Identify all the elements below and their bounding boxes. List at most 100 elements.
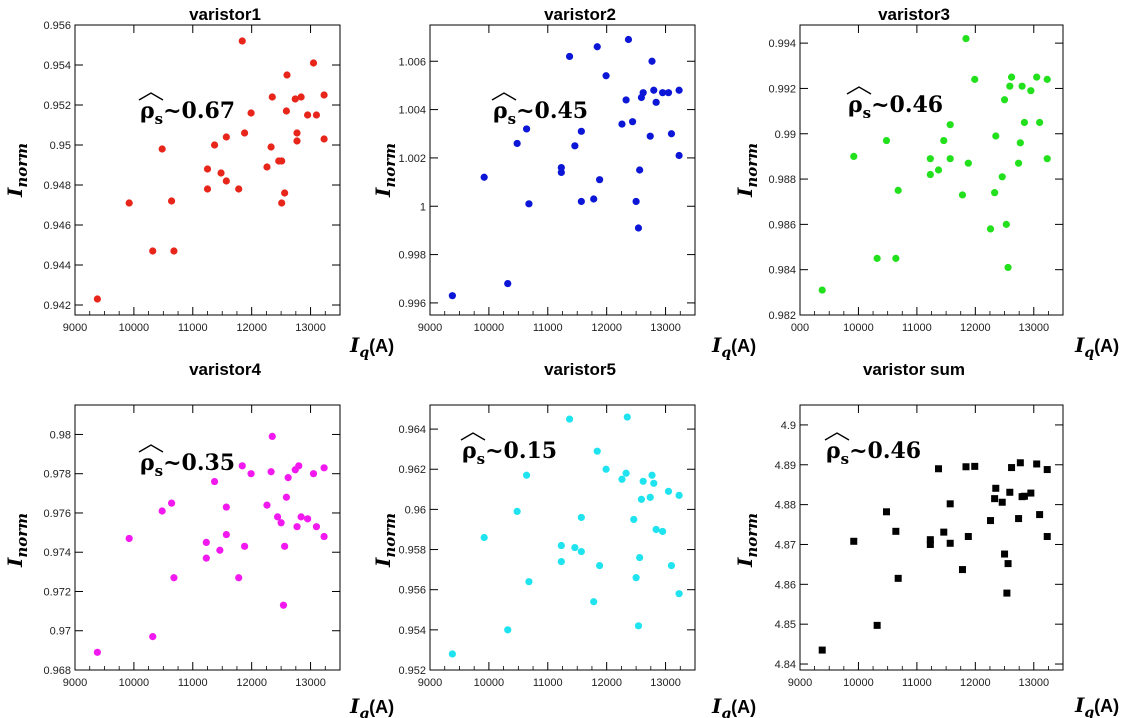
data-point: [618, 475, 626, 483]
y-tick-label: 4.87: [775, 539, 796, 551]
data-point: [504, 626, 512, 634]
data-point: [571, 543, 579, 552]
y-tick-label: 0.992: [768, 83, 796, 95]
data-point: [991, 189, 999, 197]
data-point: [241, 542, 249, 550]
panel-4: varistor4 0.968 0.97 0.972 0.974 0.976 0.978 0.…: [3, 360, 394, 718]
data-point: [557, 557, 565, 566]
data-point: [320, 91, 328, 99]
data-point: [650, 86, 658, 94]
data-point: [217, 169, 225, 177]
panel-1: varistor1 0.942 0.944 0.946 0.948 0.95 0.952 0.…: [3, 5, 394, 361]
data-point: [964, 533, 972, 541]
data-point: [247, 109, 255, 117]
data-point: [1006, 488, 1014, 496]
x-axis-label: Iq(A): [349, 694, 394, 718]
data-point: [281, 189, 289, 197]
y-tick-label: 0.962: [398, 464, 426, 476]
data-point: [278, 199, 286, 207]
data-point: [962, 463, 970, 471]
data-point: [630, 515, 638, 524]
data-point: [202, 554, 210, 562]
data-point: [278, 157, 286, 165]
data-point: [277, 519, 285, 527]
data-point: [618, 120, 626, 128]
plot-frame: [429, 404, 696, 671]
data-point: [622, 96, 630, 104]
data-point: [1002, 220, 1010, 228]
data-point: [958, 191, 967, 199]
y-tick-label: 4.86: [775, 579, 796, 591]
x-axis-label: Iq(A): [1074, 693, 1119, 718]
data-point: [222, 530, 230, 539]
data-point: [281, 542, 289, 550]
y-tick-label: 0.98: [50, 429, 71, 441]
x-tick-label: 11000: [533, 322, 563, 334]
data-point: [170, 247, 178, 255]
data-point: [926, 155, 934, 163]
data-point: [565, 52, 574, 61]
data-point: [648, 57, 656, 65]
data-point: [882, 136, 891, 145]
y-tick-label: 4.85: [775, 619, 796, 631]
y-tick-label: 0.974: [43, 547, 71, 559]
correlation-annotation: ρs~0.46: [826, 438, 921, 468]
data-point: [158, 145, 166, 153]
data-point: [624, 35, 633, 44]
y-tick-label: 1.006: [398, 56, 426, 68]
data-point: [1003, 589, 1011, 597]
panel-2: varistor2 0.996 0.998 1 1.002 1.004 1.006 9000 1…: [371, 5, 756, 361]
data-point: [504, 279, 512, 288]
y-tick-label: 4.88: [775, 500, 796, 512]
data-point: [202, 538, 210, 547]
data-point: [267, 468, 275, 476]
data-point: [513, 507, 521, 516]
data-point: [557, 541, 565, 550]
x-tick-label: 11000: [178, 677, 208, 689]
hat-accent: [460, 432, 486, 441]
y-tick-label: 0.984: [768, 265, 796, 277]
hat-accent: [846, 86, 872, 95]
data-point: [946, 155, 954, 163]
correlation-annotation: ρs~0.15: [462, 438, 557, 468]
data-point: [602, 72, 610, 80]
data-point: [926, 170, 934, 179]
data-point: [291, 95, 299, 103]
y-tick-label: 0.952: [43, 100, 71, 112]
data-point: [93, 648, 101, 656]
panel-title: varistor sum: [863, 360, 965, 379]
hat-accent: [491, 92, 517, 101]
data-point: [320, 135, 328, 143]
data-point: [1007, 73, 1016, 81]
y-tick-label: 0.994: [768, 38, 796, 50]
y-tick-label: 4.9: [781, 420, 796, 432]
data-point: [1043, 533, 1051, 541]
data-point: [873, 621, 881, 629]
x-axis-label: Iq(A): [711, 333, 756, 361]
y-tick-label: 0.954: [398, 625, 426, 637]
x-tick-label: 13000: [295, 677, 326, 689]
data-point: [652, 98, 660, 106]
panel-3: varistor3 0.982 0.984 0.986 0.988 0.99 0.992 0.…: [733, 5, 1119, 361]
x-tick-label: 13000: [1018, 322, 1049, 334]
x-tick-label: 9000: [788, 677, 812, 689]
data-point: [664, 89, 673, 97]
data-point: [636, 553, 644, 562]
data-point: [222, 503, 230, 511]
data-point: [964, 159, 972, 167]
x-tick-label: 9000: [63, 322, 87, 334]
data-point: [241, 129, 249, 137]
data-point: [1014, 159, 1023, 167]
y-axis-label: Inorm: [733, 143, 761, 198]
data-point: [991, 495, 999, 503]
x-tick-label: 12000: [960, 677, 991, 689]
correlation-annotation: ρs~0.46: [848, 92, 943, 122]
data-point: [284, 474, 292, 482]
data-point: [222, 133, 230, 141]
panel-title: varistor3: [878, 5, 950, 24]
x-tick-label: 11000: [178, 322, 208, 334]
x-tick-label: 13000: [650, 322, 681, 334]
y-tick-label: 1: [420, 201, 426, 213]
data-point: [667, 562, 676, 570]
